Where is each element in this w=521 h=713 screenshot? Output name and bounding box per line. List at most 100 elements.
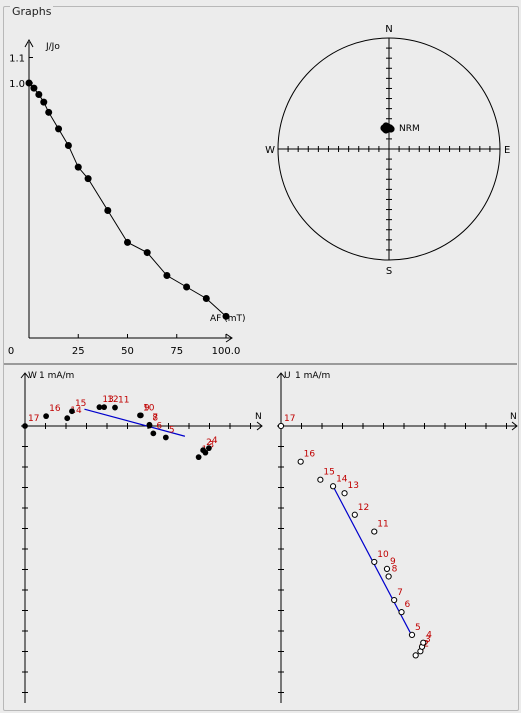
- vector-point: [195, 454, 202, 461]
- vector-point: [112, 404, 118, 411]
- vector-point: [385, 573, 392, 580]
- east-label: E: [504, 145, 510, 156]
- step-label: 11: [118, 396, 129, 406]
- y-axis-arrow: [24, 38, 34, 48]
- axis-right-label: N: [255, 412, 262, 422]
- data-point: [40, 98, 48, 106]
- step-label: 15: [75, 399, 86, 409]
- vector-point: [408, 631, 416, 638]
- horizontal-axis-arrow: [511, 421, 518, 431]
- data-point: [35, 90, 43, 98]
- horizontal-axis-arrow: [256, 421, 263, 431]
- step-label: 12: [358, 503, 369, 513]
- zijderveld-horizontal-plot[interactable]: W1 mA/mN1716141513121110987651234: [20, 371, 263, 703]
- fit-line: [332, 485, 411, 633]
- data-point: [202, 294, 210, 302]
- step-label: 5: [169, 425, 175, 435]
- step-label: 8: [392, 564, 398, 574]
- step-label: 17: [28, 414, 39, 424]
- step-label: 4: [426, 631, 432, 641]
- step-label: 15: [323, 468, 334, 478]
- vector-point: [96, 404, 103, 411]
- vector-point: [371, 528, 378, 535]
- vertical-axis-arrow: [276, 372, 286, 379]
- step-label: 5: [415, 623, 421, 633]
- step-label: 10: [377, 550, 389, 560]
- scale-label: 1 mA/m: [39, 371, 74, 381]
- data-point: [222, 312, 230, 320]
- vector-point: [101, 404, 108, 411]
- x-tick-label: 75: [170, 346, 183, 357]
- vertical-axis-arrow: [20, 372, 30, 379]
- vector-point: [202, 449, 209, 456]
- step-label: 9: [390, 557, 396, 567]
- x-tick-label: 50: [121, 346, 134, 357]
- vector-point: [371, 558, 378, 566]
- axis-up-label: U: [284, 371, 291, 381]
- data-point: [25, 79, 33, 87]
- fit-line: [84, 408, 186, 437]
- south-label: S: [386, 266, 392, 277]
- step-label: 7: [397, 588, 403, 598]
- step-label: 2: [206, 438, 212, 448]
- step-label: 16: [304, 450, 316, 460]
- data-point: [45, 108, 53, 116]
- vector-point: [329, 483, 337, 490]
- data-point: [74, 163, 82, 171]
- step-label: 6: [156, 421, 162, 431]
- vector-point: [22, 423, 28, 429]
- step-label: 7: [152, 413, 158, 423]
- x-tick-label: 25: [72, 346, 85, 357]
- step-label: 4: [212, 436, 218, 446]
- zijderveld-vertical-plot[interactable]: U1 mA/mN1716151413121110987651234: [276, 371, 518, 703]
- step-label: 12: [107, 395, 118, 405]
- nrm-label: NRM: [399, 124, 420, 134]
- stereonet-plot[interactable]: N S E W NRM: [265, 24, 510, 277]
- step-label: 2: [423, 639, 429, 649]
- x-tick-label: 0: [8, 346, 14, 357]
- step-label: 11: [377, 520, 388, 530]
- vector-point: [351, 511, 358, 518]
- y-tick-label: 1.1: [9, 54, 25, 65]
- vector-point: [146, 421, 153, 428]
- vector-point: [398, 609, 405, 616]
- step-label: 14: [336, 474, 348, 484]
- north-label: N: [385, 24, 392, 35]
- step-label: 6: [405, 600, 411, 610]
- step-label: 10: [143, 403, 155, 413]
- data-point: [84, 175, 92, 183]
- data-point: [124, 238, 131, 246]
- vector-point: [205, 445, 212, 452]
- step-label: 3: [208, 441, 214, 451]
- vector-point: [64, 415, 71, 422]
- west-label: W: [265, 145, 275, 156]
- vector-point: [391, 596, 398, 604]
- step-label: 3: [425, 635, 431, 645]
- vector-point: [420, 639, 427, 646]
- axis-up-label: W: [28, 371, 37, 381]
- vector-point: [43, 413, 50, 420]
- x-axis-arrow: [225, 333, 233, 343]
- axis-right-label: N: [510, 412, 517, 422]
- step-label: 8: [152, 414, 158, 424]
- vector-point: [137, 412, 144, 419]
- step-label: 13: [102, 395, 113, 405]
- vector-point: [69, 408, 75, 415]
- step-label: 14: [70, 406, 82, 416]
- y-tick-label: 1.0: [9, 79, 25, 90]
- data-point: [30, 84, 38, 92]
- direction-point: [384, 125, 392, 133]
- vector-point: [277, 422, 285, 430]
- vector-point: [341, 490, 348, 497]
- graphs-panel: Graphs: [3, 6, 519, 711]
- data-point: [183, 283, 191, 291]
- x-tick-label: 100.0: [212, 346, 241, 357]
- panel-title: Graphs: [10, 5, 54, 18]
- data-point: [143, 249, 151, 257]
- data-point: [64, 141, 72, 149]
- y-axis-label: J/Jo: [45, 42, 60, 52]
- vector-point: [383, 565, 391, 572]
- series-line: [28, 82, 227, 317]
- scale-label: 1 mA/m: [295, 371, 330, 381]
